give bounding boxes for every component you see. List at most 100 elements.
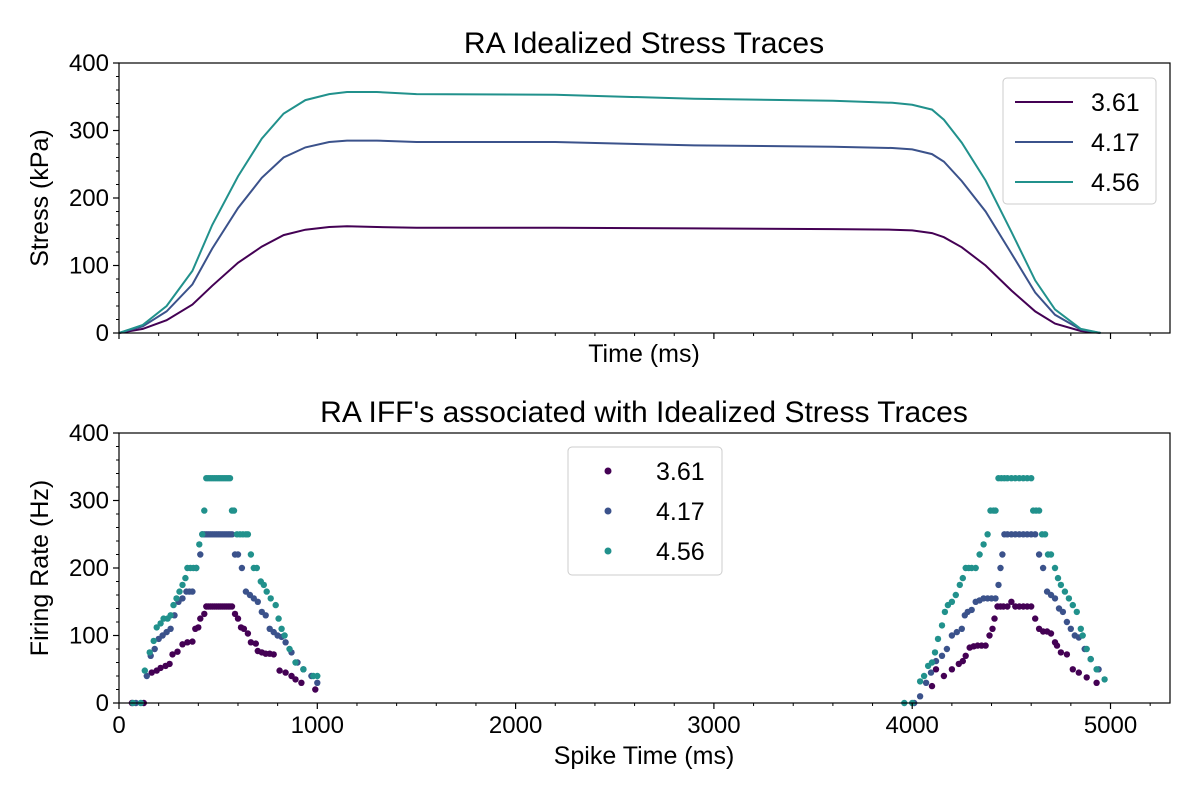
iff-chart-point (292, 676, 299, 683)
iff-chart-point (189, 638, 196, 645)
iff-chart-point (184, 639, 191, 646)
stress-chart-legend-label: 3.61 (1091, 89, 1140, 117)
iff-chart-point (263, 588, 270, 595)
stress-chart-legend-label: 4.17 (1091, 129, 1140, 157)
iff-chart-point (927, 669, 935, 676)
iff-chart-point (1057, 581, 1065, 589)
iff-chart-point (1061, 588, 1069, 595)
iff-chart-point (1004, 603, 1011, 610)
iff-chart-point (1035, 507, 1043, 514)
iff-chart-point (260, 581, 267, 589)
iff-chart-point (179, 641, 186, 648)
iff-chart-point (948, 632, 956, 639)
iff-chart-point (298, 679, 305, 686)
iff-chart-series-4.56 (129, 475, 1108, 707)
iff-chart-point (176, 588, 183, 595)
iff-chart-point (179, 581, 186, 589)
iff-chart-point (1051, 595, 1059, 602)
iff-chart-point (932, 666, 940, 673)
iff-chart-point (189, 588, 196, 595)
iff-chart-point (938, 652, 946, 659)
iff-chart-point (938, 622, 946, 629)
iff-chart-point (157, 620, 164, 627)
iff-chart-point (1008, 598, 1015, 605)
stress-chart-legend: 3.61 4.17 4.56 (1002, 77, 1157, 205)
stress-chart: RA Idealized Stress Traces Time (ms) Str… (26, 27, 1171, 368)
stress-chart-legend-frame (1002, 77, 1157, 205)
iff-chart-point (948, 598, 956, 605)
iff-chart-legend-item: 4.17 (604, 498, 705, 526)
iff-chart-point (201, 610, 208, 618)
iff-chart-xtick-label: 3000 (687, 712, 740, 739)
iff-chart-point (941, 608, 949, 616)
iff-chart-point (238, 564, 246, 572)
iff-chart-point (182, 574, 189, 582)
iff-chart-point (1051, 564, 1059, 572)
iff-chart-point (1047, 630, 1055, 637)
iff-chart-point (141, 667, 148, 674)
iff-chart-point (270, 651, 277, 658)
iff-chart-title: RA IFF's associated with Idealized Stres… (320, 396, 968, 429)
iff-chart-point (1057, 649, 1065, 656)
iff-chart-point (196, 541, 203, 548)
stress-chart-legend-item: 3.61 (1015, 89, 1140, 117)
iff-chart-point (916, 678, 924, 685)
iff-chart-point (980, 541, 987, 548)
iff-chart-series-3.61 (128, 598, 1100, 707)
iff-chart-point (943, 645, 951, 653)
stress-chart-legend-label: 4.56 (1091, 169, 1140, 197)
iff-chart-point (1069, 666, 1077, 673)
iff-chart-point (997, 564, 1004, 572)
iff-chart-point (278, 625, 285, 632)
iff-chart-point (174, 648, 181, 655)
iff-chart-point (948, 666, 956, 673)
iff-chart-point (244, 531, 252, 538)
iff-chart-point (253, 564, 260, 572)
iff-chart-point (992, 507, 999, 514)
iff-chart-xtick-label: 0 (112, 712, 125, 739)
iff-chart-point (151, 645, 158, 653)
iff-chart-point (262, 612, 269, 619)
iff-chart-point (1093, 679, 1100, 686)
stress-chart-xlabel: Time (ms) (588, 340, 700, 368)
iff-chart-point (972, 564, 979, 572)
iff-chart-point (953, 628, 960, 636)
iff-chart-point (1067, 625, 1075, 632)
iff-chart-point (916, 693, 924, 700)
iff-chart-point (228, 531, 236, 538)
iff-chart-point (1032, 531, 1039, 538)
iff-chart-point (1087, 655, 1094, 663)
iff-chart-xlabel: Spike Time (ms) (554, 742, 735, 770)
iff-chart-ytick-label: 0 (96, 690, 109, 717)
iff-chart-point (148, 669, 155, 676)
iff-chart-point (1065, 595, 1073, 602)
iff-chart-legend-label: 4.56 (656, 538, 705, 566)
iff-chart-legend: 3.61 4.17 4.56 (567, 446, 723, 576)
iff-chart-point (1059, 608, 1067, 616)
iff-chart-point (1035, 551, 1043, 558)
iff-chart-point (240, 625, 248, 632)
iff-chart-point (999, 551, 1006, 558)
iff-chart-xtick-label: 1000 (291, 712, 344, 739)
iff-chart-point (952, 591, 959, 599)
iff-chart-xtick-label: 4000 (886, 712, 939, 739)
iff-chart-ytick-label: 400 (69, 420, 109, 447)
iff-chart-point (958, 625, 965, 632)
iff-chart-point (1039, 564, 1047, 572)
stress-chart-plot-area: 0 100 200 300 400 (69, 50, 1171, 347)
stress-chart-title: RA Idealized Stress Traces (464, 27, 824, 60)
iff-chart-point (1101, 676, 1108, 683)
iff-chart-point (153, 624, 160, 631)
iff-chart-point (991, 615, 998, 622)
iff-chart-point (166, 660, 173, 668)
iff-chart-point (986, 632, 993, 639)
iff-chart-xtick-label: 5000 (1084, 712, 1137, 739)
iff-chart-point (1073, 608, 1081, 616)
iff-chart-point (976, 551, 983, 558)
stress-chart-line-4.56 (118, 91, 1101, 334)
stress-chart-legend-item: 4.56 (1015, 169, 1140, 197)
iff-chart-point (934, 635, 942, 643)
iff-chart-point (1075, 669, 1083, 676)
